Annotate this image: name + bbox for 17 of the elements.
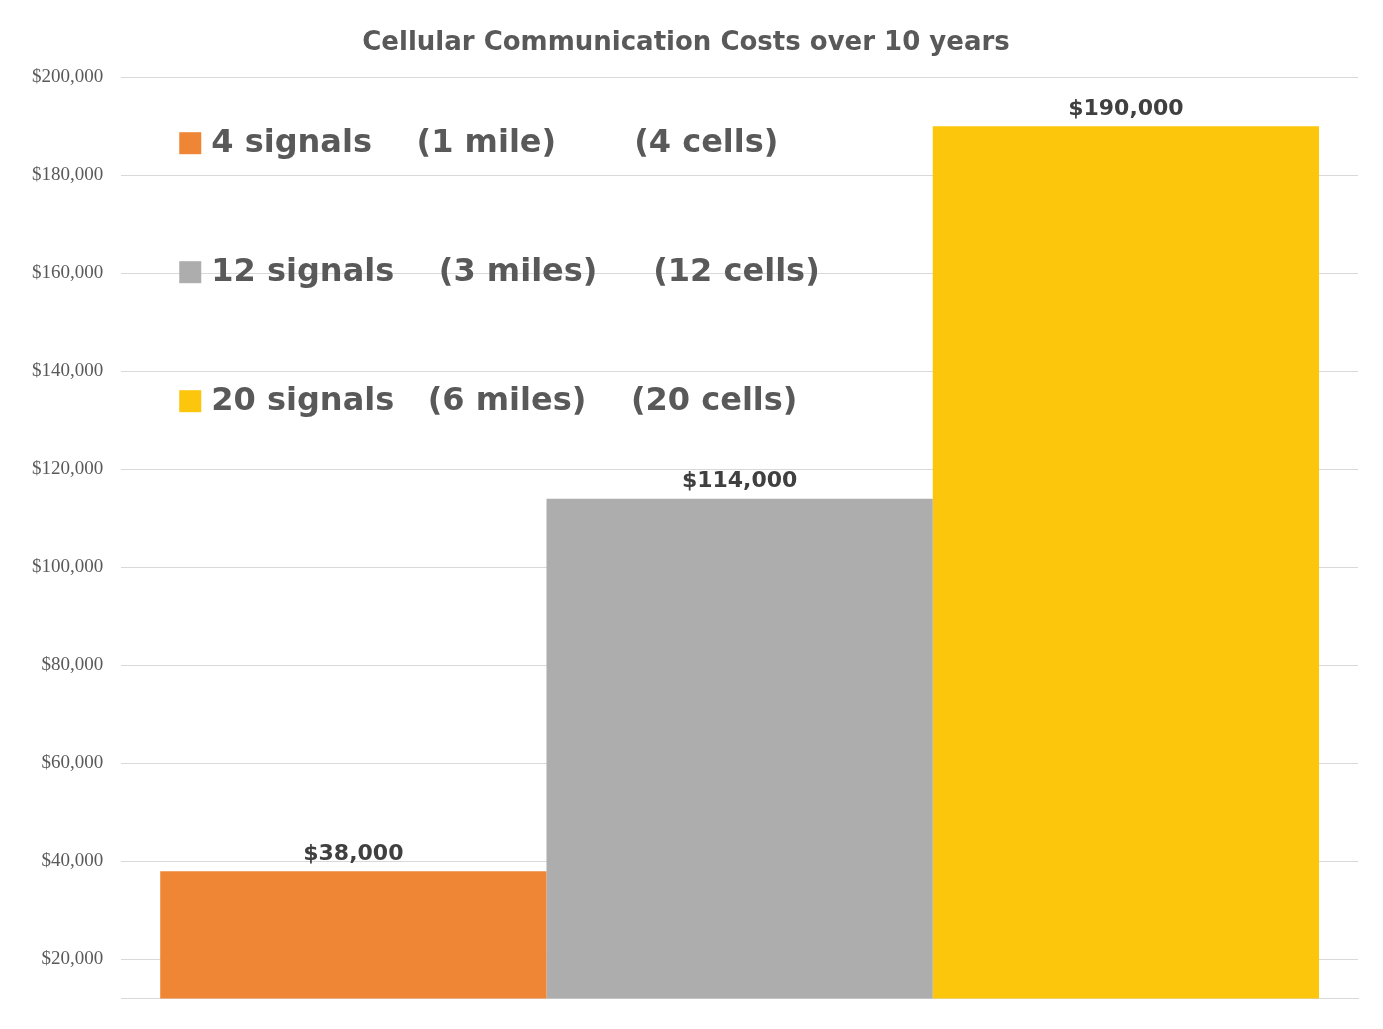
y-tick-label: $100,000 bbox=[32, 555, 104, 577]
y-tick-label: $60,000 bbox=[41, 751, 104, 773]
y-tick-label: $180,000 bbox=[32, 163, 104, 185]
y-tick-label: $80,000 bbox=[41, 653, 104, 675]
data-label: $38,000 bbox=[303, 839, 404, 865]
data-label: $114,000 bbox=[681, 467, 798, 493]
data-label: $190,000 bbox=[1068, 94, 1184, 120]
legend-label: 20 signals (6 miles) (20 cells) bbox=[211, 379, 798, 418]
chart-title: Cellular Communication Costs over 10 years bbox=[362, 26, 1010, 57]
y-tick-label: $200,000 bbox=[32, 65, 104, 87]
y-tick-label: $160,000 bbox=[32, 261, 104, 283]
y-tick-label: $40,000 bbox=[41, 849, 104, 871]
y-tick-label: $120,000 bbox=[32, 457, 104, 479]
y-tick-label: $140,000 bbox=[32, 359, 104, 381]
legend-label: 12 signals (3 miles) (12 cells) bbox=[211, 250, 820, 289]
y-tick-label: $20,000 bbox=[41, 947, 104, 969]
legend-label: 4 signals (1 mile) (4 cells) bbox=[211, 121, 779, 160]
